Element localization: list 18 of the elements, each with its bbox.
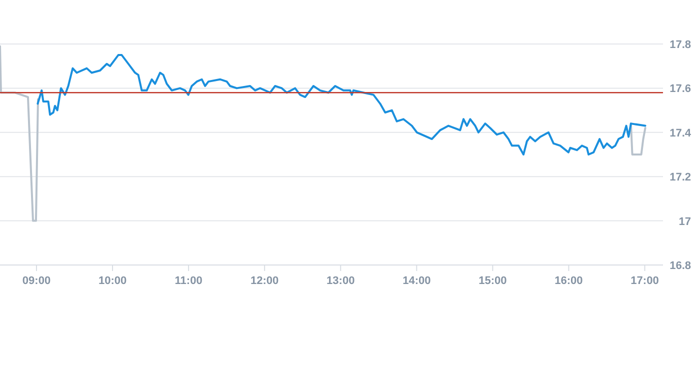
y-tick-label: 17: [678, 216, 691, 228]
x-tick-label: 13:00: [326, 275, 355, 287]
x-tick-label: 12:00: [250, 275, 279, 287]
x-tick-label: 15:00: [478, 275, 507, 287]
x-tick-label: 17:00: [630, 275, 659, 287]
x-tick-label: 09:00: [22, 275, 51, 287]
y-tick-label: 17.6: [670, 83, 691, 96]
x-tick-label: 10:00: [98, 275, 127, 287]
x-tick-label: 16:00: [554, 275, 583, 287]
x-tick-label: 11:00: [174, 275, 202, 287]
x-tick-label: 14:00: [402, 275, 431, 287]
y-tick-label: 17.2: [670, 172, 691, 184]
line-series: [0, 45, 40, 222]
y-tick-label: 17.8: [670, 39, 691, 51]
line-series: [630, 122, 646, 156]
y-tick-label: 16.8: [670, 260, 691, 272]
line-series: [36, 54, 646, 156]
y-tick-label: 17.4: [670, 127, 692, 140]
